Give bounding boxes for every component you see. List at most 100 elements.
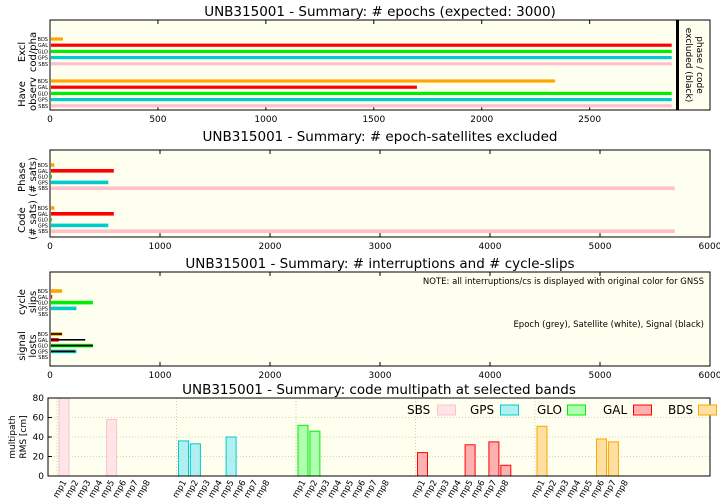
legend-swatch-gal [633,404,652,416]
group-label-line: cycle [17,289,28,315]
mp-bar-bds [536,425,548,477]
legend-label: GLO [537,403,562,417]
group-label: Haveobserv [17,77,39,111]
system-tick-label: GLO [38,301,48,307]
system-tick-label: GAL [38,169,48,175]
signal-bar-glo [51,344,93,347]
system-tick-label: GLO [38,175,48,181]
bar-gps [51,223,109,228]
bar-glo [51,174,52,179]
x-tick-label: 1500 [362,115,385,125]
system-tick-label: GLO [38,91,48,97]
mp-bar-sbs [106,418,118,477]
mp-bar-gal [417,452,428,477]
bar-bds [51,206,55,210]
bar-gal [51,295,53,299]
system-tick-label: SBS [38,312,48,318]
bar-gps [51,56,672,60]
x-tick-label: 6000 [699,242,720,252]
plot-border [49,149,711,238]
system-tick-label: GPS [38,56,48,62]
mp-bar-bds [596,438,607,477]
legend-label: GPS [470,403,494,417]
x-tick-label: 2000 [470,115,493,125]
x-tick-label: 6000 [699,371,720,381]
chart-panel-1: UNB315001 - Summary: # epochs (expected:… [17,4,711,125]
y-tick-label: 20 [33,453,45,463]
bar-gps [51,98,672,102]
group-label: Code(# sats) [17,200,39,240]
excluded-black-bar [676,20,679,110]
chart-panel-3: UNB315001 - Summary: # interruptions and… [17,256,720,381]
system-tick-label: GLO [38,49,48,55]
x-tick-label: 2500 [578,115,601,125]
group-label: Exclcod/pha [17,32,39,72]
x-tick-label: 2000 [259,242,282,252]
bar-glo [51,217,52,222]
bar-gal [51,169,114,173]
mp-bar-glo [309,430,321,477]
y-tick-label: 60 [33,414,45,424]
bar-glo [51,300,93,305]
system-tick-label: GAL [38,85,48,91]
panel-title: UNB315001 - Summary: # interruptions and… [185,256,574,272]
group-label-line: Phase [17,162,28,192]
system-tick-label: GPS [38,180,48,186]
legend-swatch-sbs [437,404,456,416]
bar-glo [51,49,672,53]
y-tick-label: 40 [33,433,45,443]
bar-gps [51,306,77,311]
bar-bds [51,37,63,41]
system-tick-label: SBS [38,104,48,110]
legend-swatch-bds [698,404,717,416]
legend-label: SBS [407,403,430,417]
y-axis-label-line: RMS [cm] [19,415,29,458]
x-tick-label: 0 [47,115,53,125]
x-tick-label: 5000 [589,371,612,381]
y-tick-label: 0 [38,472,44,482]
system-tick-label: BDS [38,206,48,212]
mp-bar-gps [178,440,189,477]
group-label-line: cod/pha [28,32,39,72]
system-tick-label: GLO [38,344,48,350]
group-label-line: slips [28,291,39,313]
system-tick-label: SBS [38,62,48,68]
group-label-line: (# sats) [28,200,39,240]
system-tick-label: GLO [38,218,48,224]
system-tick-label: SBS [38,229,48,235]
group-label-line: observ [28,77,39,111]
bar-glo [51,91,672,95]
group-label: signallosts [17,331,39,361]
signal-bar-gps [51,350,76,353]
system-tick-label: GAL [38,43,48,49]
x-tick-label: 500 [149,115,166,125]
plot-area [50,272,710,366]
mp-bar-gal [464,444,476,477]
x-tick-label: 2000 [259,371,282,381]
bar-bds [51,79,556,83]
legend-label: GAL [603,403,628,417]
x-tick-label: 0 [47,242,53,252]
panel-title: UNB315001 - Summary: code multipath at s… [182,382,576,398]
group-label-line: losts [28,334,39,357]
x-tick-label: 4000 [479,242,502,252]
system-tick-label: GAL [38,212,48,218]
panel-title: UNB315001 - Summary: # epochs (expected:… [204,4,556,20]
plot-border [49,19,711,111]
chart-panel-4: UNB315001 - Summary: code multipath at s… [8,382,717,500]
x-tick-label: 3000 [369,371,392,381]
system-tick-label: GPS [38,349,48,355]
x-tick-label: 1000 [149,242,172,252]
system-tick-label: GAL [38,295,48,301]
phase-code-annotation: phase / codeexcluded (black) [683,28,704,102]
panel-title: UNB315001 - Summary: # epoch-satellites … [203,129,558,145]
x-tick-label: 1000 [254,115,277,125]
group-label-line: Code [17,207,28,233]
y-axis-label: multipathRMS [cm] [8,415,29,458]
x-tick-label: 0 [47,371,53,381]
signal-bar-gal [51,339,86,341]
bar-gal [51,85,417,89]
x-tick-label: 1000 [149,371,172,381]
note-text: Epoch (grey), Satellite (white), Signal … [513,320,704,330]
